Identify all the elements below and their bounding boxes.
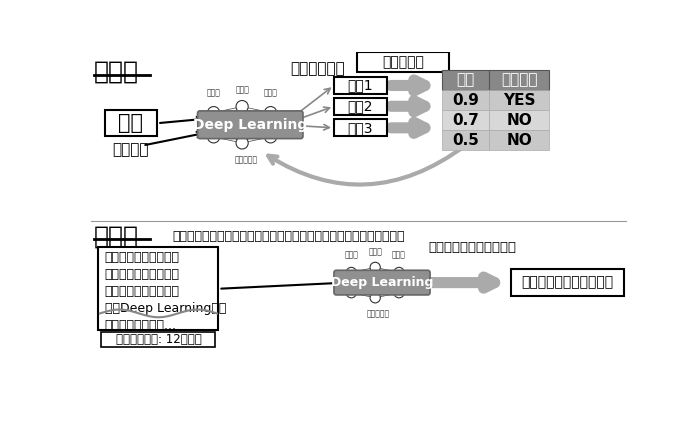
Text: Deep Learning: Deep Learning <box>193 118 307 132</box>
Text: ニューロン: ニューロン <box>234 155 258 164</box>
Circle shape <box>346 288 356 298</box>
Bar <box>442 90 489 110</box>
Circle shape <box>236 101 248 113</box>
Text: 要約1: 要約1 <box>347 79 373 92</box>
Circle shape <box>207 131 220 143</box>
Bar <box>334 120 386 136</box>
Circle shape <box>236 137 248 149</box>
Bar <box>442 110 489 130</box>
Circle shape <box>394 277 404 288</box>
Text: 字数制限内で品質の高い要約を生成しやすくするようフィードバック: 字数制限内で品質の高い要約を生成しやすくするようフィードバック <box>173 230 405 243</box>
Text: 最大要約字数: 12を指定: 最大要約字数: 12を指定 <box>116 333 202 346</box>
Text: 字数超過: 字数超過 <box>501 73 538 88</box>
Text: ニューロン: ニューロン <box>367 309 390 318</box>
Circle shape <box>370 273 380 283</box>
Circle shape <box>236 113 248 125</box>
Bar <box>102 332 216 347</box>
Bar <box>442 130 489 150</box>
Text: 0.7: 0.7 <box>452 113 479 128</box>
Text: 0.5: 0.5 <box>452 132 479 147</box>
Text: 正解の要約: 正解の要約 <box>382 55 424 69</box>
Bar <box>489 130 550 150</box>
Text: 学習時: 学習時 <box>94 59 139 83</box>
Circle shape <box>207 107 220 119</box>
Circle shape <box>346 267 356 277</box>
Text: 生成時: 生成時 <box>94 225 139 249</box>
Text: YES: YES <box>503 92 536 108</box>
FancyBboxPatch shape <box>334 270 430 295</box>
Text: 富士通が要約技術を開発: 富士通が要約技術を開発 <box>522 276 614 289</box>
Circle shape <box>370 262 380 273</box>
Text: 文書: 文書 <box>118 113 144 133</box>
Bar <box>489 90 550 110</box>
Text: 富士通は言い換えや語
順変化に対応し、字数
制限内で要約を生成可
能なDeep Learning技術
を開発しました。...: 富士通は言い換えや語 順変化に対応し、字数 制限内で要約を生成可 能なDeep … <box>104 251 226 332</box>
Circle shape <box>394 288 404 298</box>
Text: Deep Learning: Deep Learning <box>331 276 433 289</box>
Text: 要約字数: 要約字数 <box>113 142 149 157</box>
Text: 0.9: 0.9 <box>452 92 479 108</box>
Bar <box>489 110 550 130</box>
Circle shape <box>370 293 380 303</box>
Circle shape <box>207 119 220 131</box>
Circle shape <box>370 283 380 293</box>
Bar <box>442 70 489 90</box>
Circle shape <box>265 119 277 131</box>
Text: 中立層: 中立層 <box>368 247 382 256</box>
Text: 要約2: 要約2 <box>347 99 373 113</box>
Text: 入力層: 入力層 <box>206 89 220 98</box>
Bar <box>98 247 218 330</box>
Circle shape <box>236 125 248 137</box>
Circle shape <box>346 277 356 288</box>
Text: NO: NO <box>506 113 532 128</box>
Bar <box>334 98 386 115</box>
Text: 字数制限内で要約を生成: 字数制限内で要約を生成 <box>428 242 517 255</box>
Circle shape <box>265 131 277 143</box>
Text: 入力層: 入力層 <box>344 250 358 259</box>
Text: 品質: 品質 <box>456 73 475 88</box>
Text: 中立層: 中立層 <box>235 85 249 94</box>
Bar <box>512 269 624 296</box>
Bar <box>104 110 158 136</box>
Bar <box>357 52 449 72</box>
FancyBboxPatch shape <box>197 111 303 138</box>
Text: NO: NO <box>506 132 532 147</box>
Text: 要約3: 要約3 <box>347 121 373 135</box>
Circle shape <box>265 107 277 119</box>
Text: 出力層: 出力層 <box>264 89 277 98</box>
Bar <box>489 70 550 90</box>
Bar <box>334 77 386 94</box>
Text: サンプリング: サンプリング <box>290 61 345 76</box>
Circle shape <box>394 267 404 277</box>
Text: 出力層: 出力層 <box>392 250 406 259</box>
